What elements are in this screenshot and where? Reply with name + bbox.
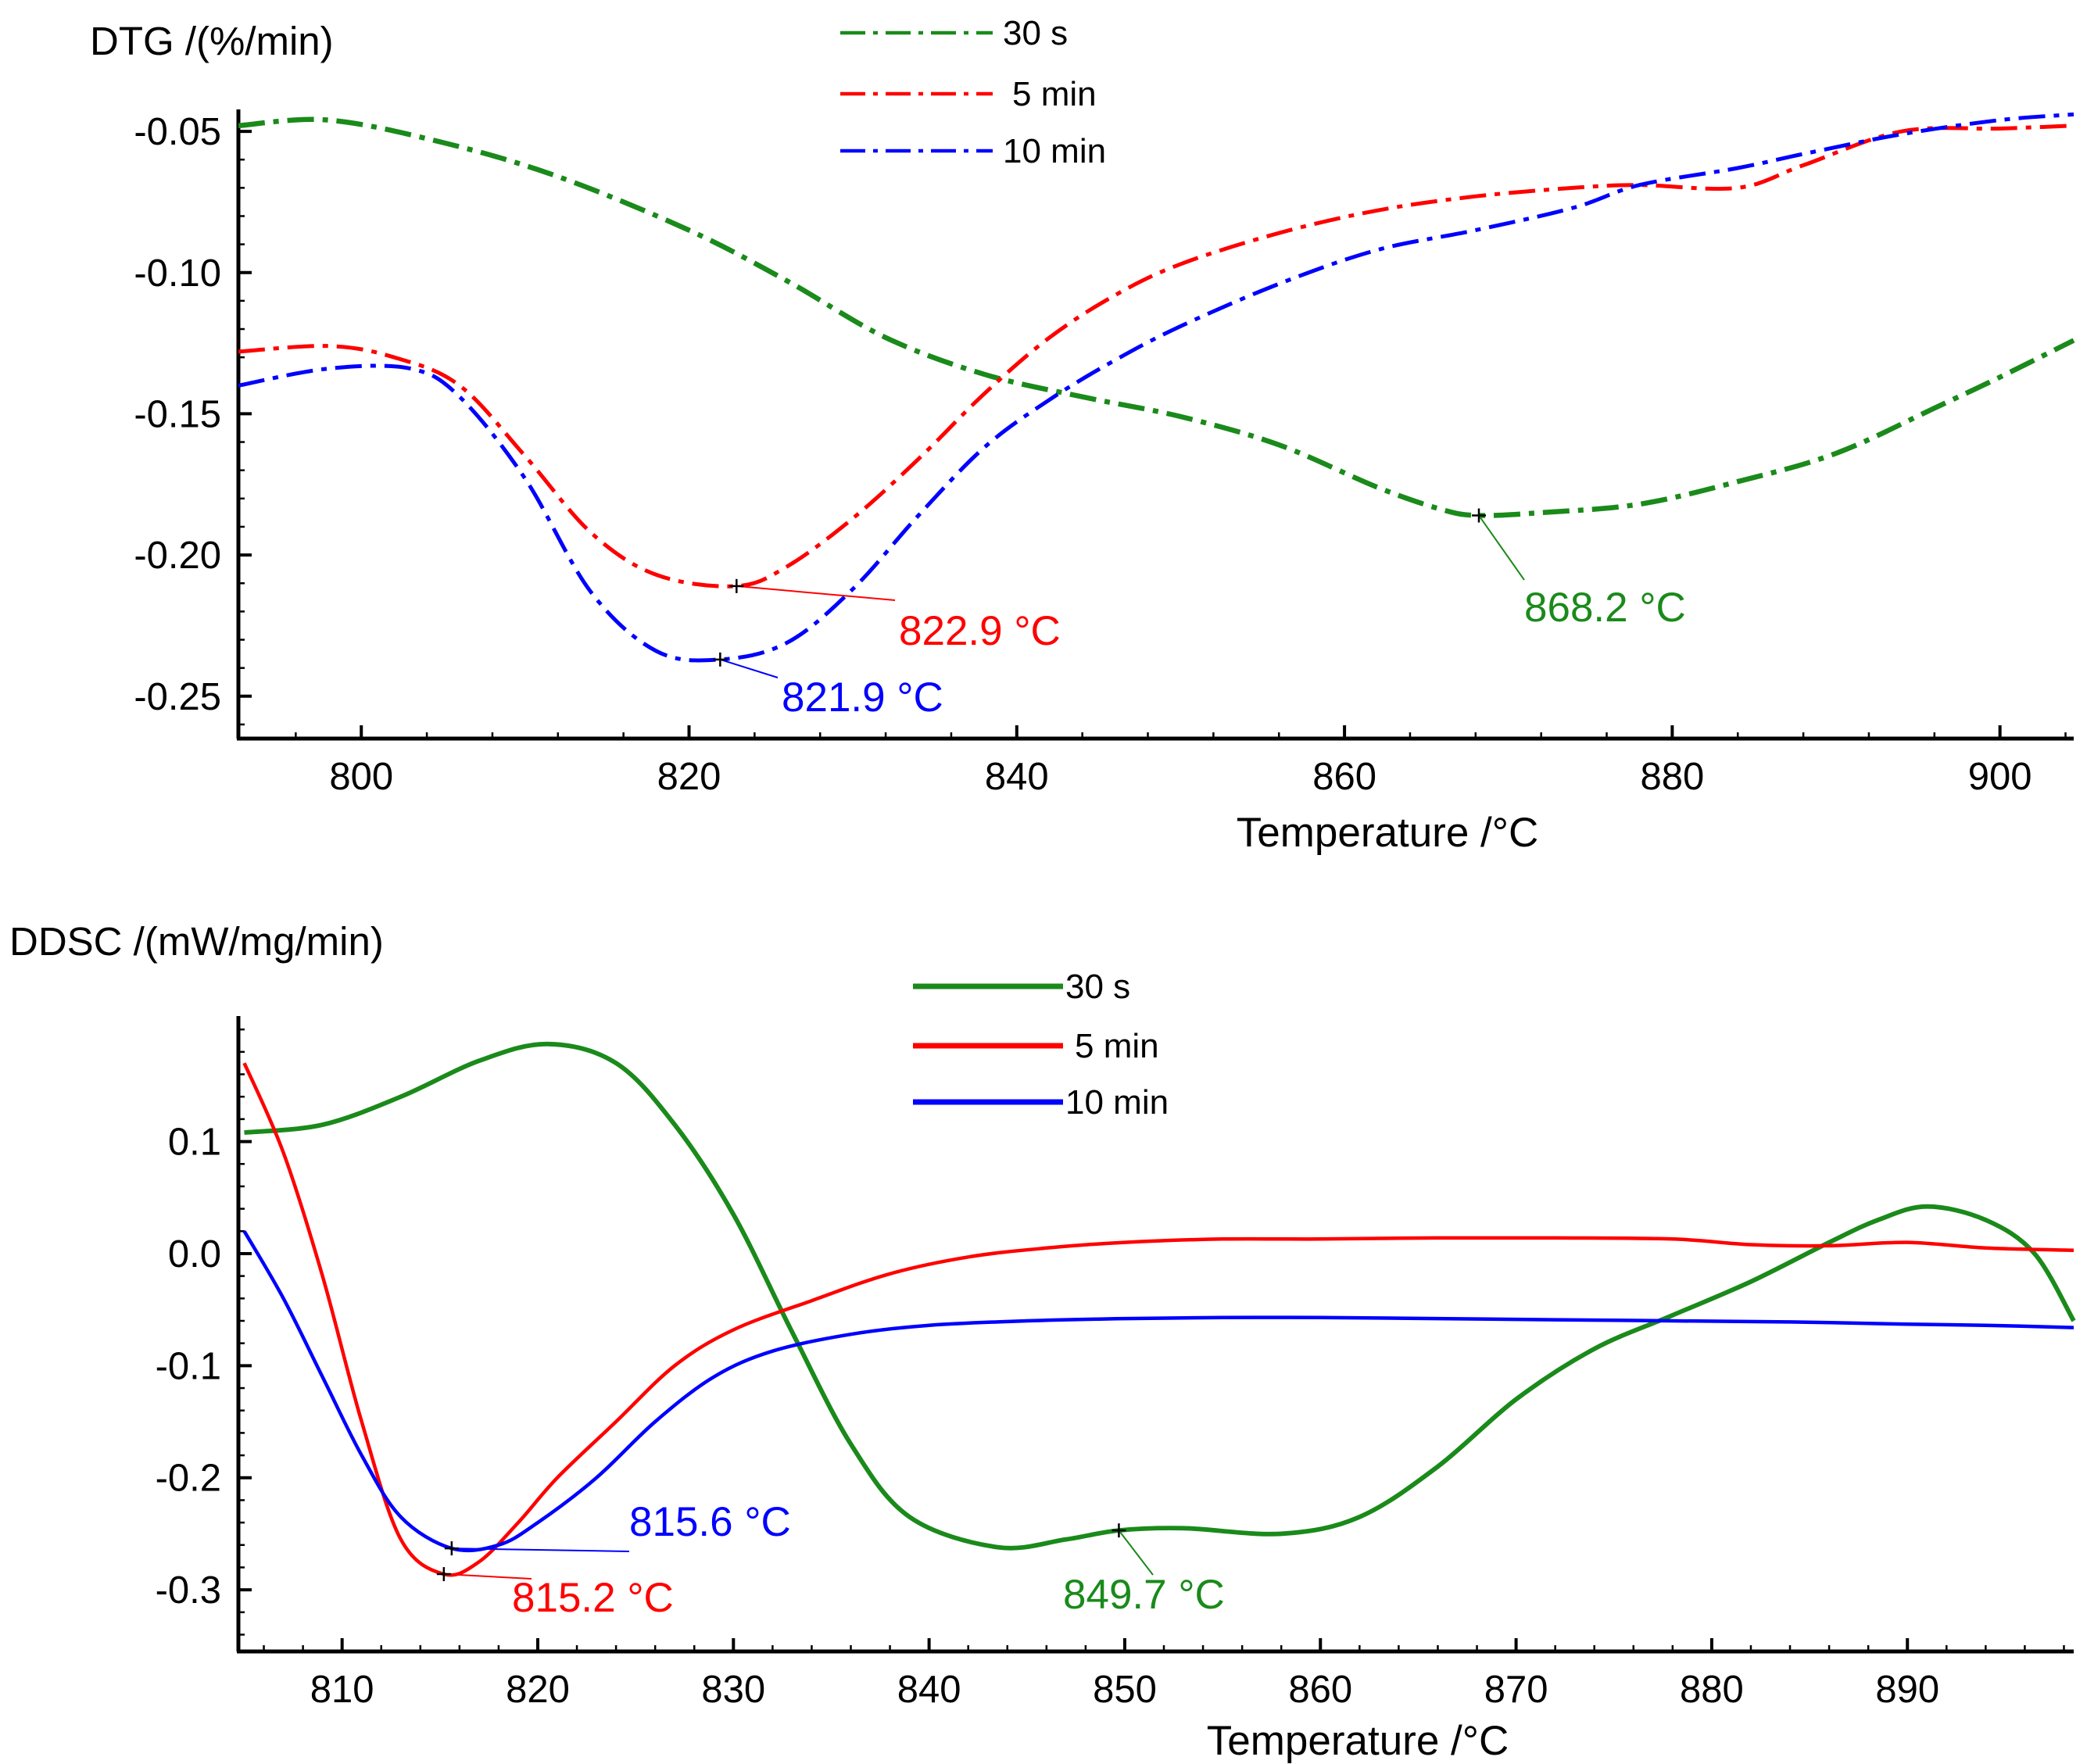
peak-annotation-5min: 815.2 °C	[512, 1575, 674, 1621]
y-axis-label: DTG /(%/min)	[90, 19, 334, 63]
legend-label-10min: 10 min	[1065, 1083, 1169, 1122]
peak-annotation-10min: 815.6 °C	[629, 1499, 791, 1545]
series-line-10min	[242, 1230, 2074, 1553]
peak-annotation-5min: 822.9 °C	[899, 608, 1061, 654]
x-tick-label: 830	[701, 1669, 765, 1711]
x-tick-label: 860	[1312, 756, 1376, 798]
x-tick-label: 840	[985, 756, 1049, 798]
x-tick-label: 870	[1484, 1669, 1548, 1711]
legend-label-5min: 5 min	[1075, 1027, 1159, 1065]
peak-annotation-30s: 868.2 °C	[1524, 585, 1686, 631]
x-tick-label: 820	[657, 756, 721, 798]
ddsc-panel: 0.1 0.0 -0.1 -0.2 -0.3 810 820 830 840 850 860 870 8…	[9, 919, 2076, 1764]
peak-annotation-30s: 849.7 °C	[1063, 1572, 1225, 1618]
y-tick-label: -0.10	[134, 252, 221, 295]
x-tick-label: 860	[1288, 1669, 1352, 1711]
legend-label-10min: 10 min	[1003, 132, 1106, 170]
dtg-panel: -0.05 -0.10 -0.15 -0.20 -0.25 800 820 840 860 880…	[90, 14, 2075, 856]
annotation-leader	[736, 585, 896, 601]
legend-label-30s: 30 s	[1065, 968, 1130, 1006]
peak-annotation-10min: 821.9 °C	[782, 674, 943, 721]
y-tick-label: -0.1	[156, 1345, 221, 1387]
y-tick-label: -0.25	[134, 676, 221, 718]
series-line-5min	[238, 123, 2074, 589]
annotation-leader	[443, 1573, 532, 1580]
x-tick-label: 880	[1680, 1669, 1744, 1711]
y-tick-label: -0.20	[134, 535, 221, 577]
y-tick-label: 0.0	[168, 1233, 221, 1276]
x-tick-label: 800	[329, 756, 393, 798]
series-line-30s	[238, 116, 2075, 518]
series-line-5min	[242, 1062, 2074, 1577]
x-tick-label: 820	[506, 1669, 570, 1711]
y-tick-label: -0.2	[156, 1458, 221, 1500]
x-axis-label: Temperature /°C	[1237, 810, 1538, 856]
legend-label-5min: 5 min	[1012, 75, 1097, 113]
annotation-leader	[720, 658, 779, 678]
x-tick-label: 850	[1093, 1669, 1157, 1711]
x-tick-label: 890	[1875, 1669, 1939, 1711]
y-tick-label: -0.15	[134, 393, 221, 435]
x-tick-label: 810	[310, 1669, 374, 1711]
x-axis-label: Temperature /°C	[1207, 1718, 1509, 1764]
y-tick-label: -0.3	[156, 1569, 221, 1612]
x-tick-label: 840	[897, 1669, 961, 1711]
legend-label-30s: 30 s	[1003, 14, 1068, 52]
annotation-leader	[1118, 1530, 1154, 1576]
x-tick-label: 900	[1968, 756, 2032, 798]
x-tick-label: 880	[1640, 756, 1704, 798]
series-line-10min	[238, 112, 2074, 663]
annotation-leader	[451, 1548, 630, 1552]
annotation-leader	[1478, 514, 1525, 581]
y-tick-label: -0.05	[134, 111, 221, 153]
y-axis-label: DDSC /(mW/mg/min)	[9, 919, 384, 964]
y-tick-label: 0.1	[168, 1122, 221, 1164]
